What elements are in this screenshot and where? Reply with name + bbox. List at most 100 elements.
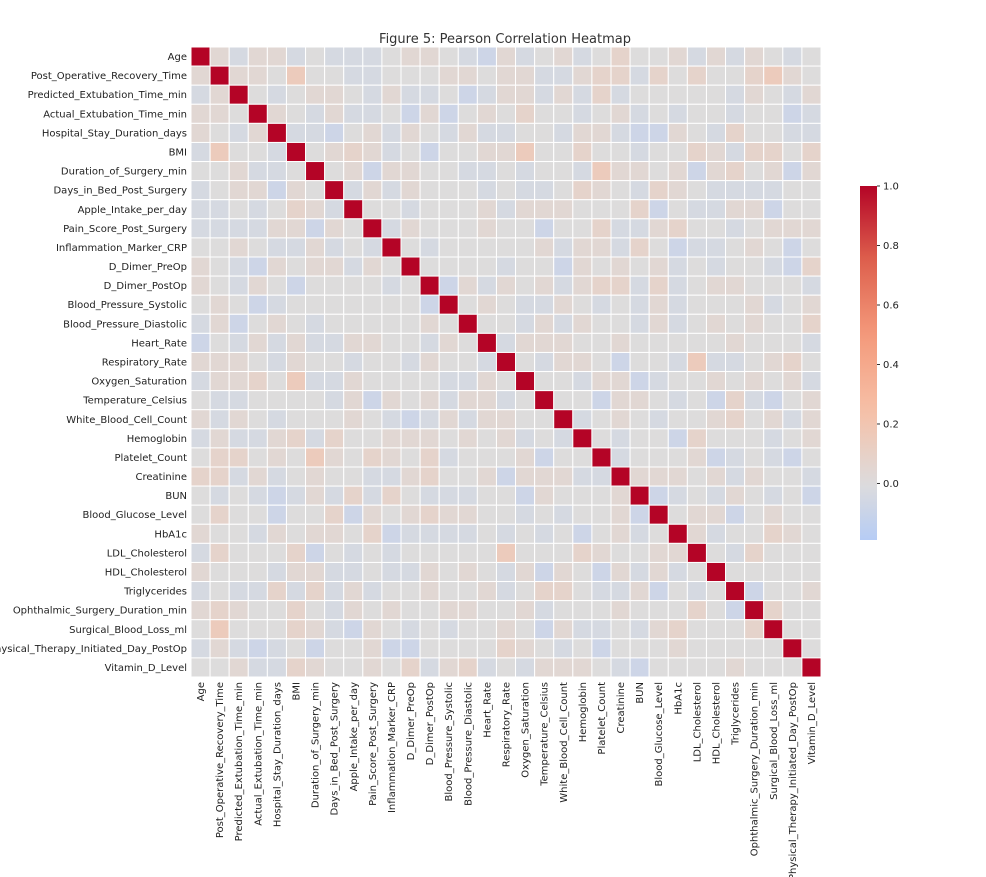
heatmap-cell <box>610 600 631 621</box>
heatmap-cell <box>515 561 536 583</box>
heatmap-cell <box>400 561 421 583</box>
column-label: Triglycerides <box>731 682 742 746</box>
heatmap-cell <box>190 180 211 201</box>
heatmap-cell <box>324 313 345 334</box>
heatmap-cell <box>476 199 497 220</box>
heatmap-cell <box>572 390 593 411</box>
heatmap-cell <box>629 409 650 430</box>
heatmap-cell <box>725 466 746 487</box>
heatmap-cell <box>495 218 517 239</box>
row-label: Surgical_Blood_Loss_ml <box>69 625 187 636</box>
colorbar <box>860 186 877 540</box>
heatmap-cell <box>744 657 765 678</box>
heatmap-cell <box>343 409 364 430</box>
heatmap-cell <box>476 523 497 544</box>
row-label: White_Blood_Cell_Count <box>66 415 187 426</box>
row-label: Ophthalmic_Surgery_Duration_min <box>13 606 187 617</box>
heatmap-cell <box>209 294 230 315</box>
heatmap-cell <box>228 161 249 182</box>
heatmap-cell <box>629 657 650 678</box>
heatmap-cell <box>381 237 402 258</box>
heatmap-cell <box>763 161 784 182</box>
heatmap-cell <box>801 523 822 544</box>
heatmap-cell <box>801 275 822 296</box>
heatmap-cell <box>534 199 555 220</box>
heatmap-cell <box>305 218 326 239</box>
heatmap-cell <box>495 313 517 334</box>
heatmap-cell <box>438 619 459 640</box>
heatmap-cell <box>610 180 631 201</box>
heatmap-cell <box>515 46 536 67</box>
heatmap-cell <box>648 638 669 659</box>
heatmap-cell <box>362 523 383 544</box>
heatmap-cell <box>610 199 631 220</box>
heatmap-cell <box>419 65 440 86</box>
heatmap-cell <box>572 657 593 678</box>
heatmap-cell <box>782 504 803 525</box>
heatmap-cell <box>247 390 268 411</box>
heatmap-cell <box>190 523 211 544</box>
heatmap-cell <box>744 313 765 334</box>
heatmap-cell <box>534 504 555 525</box>
heatmap-cell <box>572 275 593 296</box>
heatmap-cell <box>400 390 421 411</box>
heatmap-cell <box>419 122 440 143</box>
heatmap-cell <box>266 180 287 201</box>
heatmap-cell <box>324 600 345 621</box>
heatmap-cell <box>667 141 688 163</box>
heatmap-cell <box>515 638 536 659</box>
heatmap-cell <box>324 485 345 506</box>
heatmap-cell <box>495 561 517 583</box>
heatmap-cell <box>362 600 383 621</box>
heatmap-cell <box>285 351 307 373</box>
heatmap-cell <box>667 122 688 143</box>
heatmap-cell <box>629 313 650 334</box>
heatmap-cell <box>343 332 364 353</box>
heatmap-cell <box>629 485 650 506</box>
heatmap-cell <box>610 371 631 392</box>
row-label: Blood_Glucose_Level <box>83 510 187 521</box>
heatmap-cell <box>667 218 688 239</box>
heatmap-cell <box>285 390 307 411</box>
heatmap-cell <box>495 504 517 525</box>
colorbar-tick-label: 0.6 <box>883 300 899 311</box>
heatmap-cell <box>610 657 631 678</box>
heatmap-cell <box>553 237 574 258</box>
heatmap-cell <box>591 409 612 430</box>
heatmap-cell <box>266 466 287 487</box>
heatmap-cell <box>686 65 707 86</box>
heatmap-cell <box>629 351 650 373</box>
heatmap-cell <box>648 294 669 315</box>
heatmap-cell <box>476 218 497 239</box>
heatmap-cell <box>266 237 287 258</box>
heatmap-cell <box>572 561 593 583</box>
heatmap-cell <box>305 485 326 506</box>
heatmap-cell <box>190 581 211 602</box>
heatmap-cell <box>495 581 517 602</box>
heatmap-cell <box>419 581 440 602</box>
row-label: Temperature_Celsius <box>82 396 187 407</box>
heatmap-cell <box>381 561 402 583</box>
row-label: Duration_of_Surgery_min <box>61 167 187 178</box>
heatmap-cell <box>725 161 746 182</box>
heatmap-cell <box>495 485 517 506</box>
heatmap-cell <box>610 542 631 563</box>
heatmap-cell <box>725 141 746 163</box>
heatmap-cell <box>744 84 765 105</box>
heatmap-cell <box>438 428 459 449</box>
heatmap-cell <box>686 161 707 182</box>
heatmap-cell <box>419 371 440 392</box>
heatmap-cell <box>438 657 459 678</box>
heatmap-cell <box>228 122 249 143</box>
column-label: Days_in_Bed_Post_Surgery <box>330 682 341 816</box>
heatmap-cell <box>648 84 669 105</box>
heatmap-cell <box>686 351 707 373</box>
heatmap-cell <box>801 485 822 506</box>
heatmap-cell <box>190 313 211 334</box>
heatmap-cell <box>610 218 631 239</box>
heatmap-cell <box>457 275 478 296</box>
heatmap-cell <box>534 351 555 373</box>
heatmap-cell <box>343 581 364 602</box>
heatmap-cell <box>782 447 803 468</box>
heatmap-cell <box>686 561 707 583</box>
